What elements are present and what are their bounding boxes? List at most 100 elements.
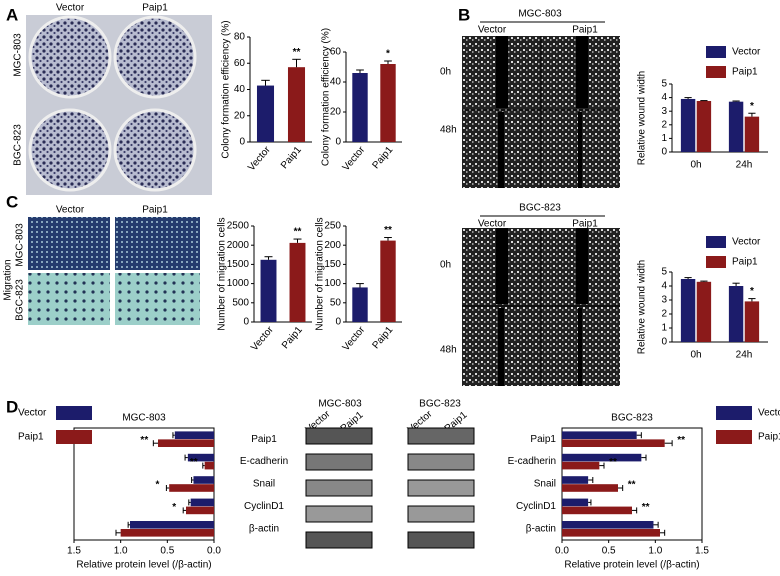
bar bbox=[680, 98, 696, 152]
bar bbox=[120, 528, 214, 537]
category-label: E-cadherin bbox=[508, 456, 556, 467]
wound-gap bbox=[576, 36, 588, 108]
significance: * bbox=[750, 101, 754, 112]
bar bbox=[696, 281, 712, 342]
y-tick-label: 150 bbox=[324, 259, 341, 270]
category-label: CyclinD1 bbox=[244, 501, 284, 512]
legend-label: Vector bbox=[732, 47, 761, 58]
bar bbox=[169, 484, 214, 492]
bar bbox=[289, 242, 306, 322]
x-tick-label: 0.5 bbox=[160, 546, 174, 557]
x-tick-label: Vector bbox=[341, 324, 368, 353]
significance: ** bbox=[609, 457, 617, 468]
y-axis-label: Number of migration cells bbox=[315, 217, 326, 330]
y-tick-label: 0 bbox=[335, 137, 341, 148]
column-label: Vector bbox=[478, 25, 507, 36]
wound-gap bbox=[578, 112, 582, 188]
migration-photo bbox=[28, 217, 110, 270]
x-axis-label: Relative protein level (/β-actin) bbox=[76, 560, 211, 571]
plot-frame bbox=[561, 427, 703, 541]
y-tick-label: 4 bbox=[661, 281, 667, 292]
blot-title: BGC-823 bbox=[419, 399, 461, 410]
y-tick-label: 1 bbox=[661, 133, 667, 144]
bar bbox=[728, 286, 744, 342]
row-label: MGC-803 bbox=[15, 223, 26, 267]
x-tick-label: Vector bbox=[341, 144, 368, 173]
bar bbox=[352, 73, 368, 142]
bar bbox=[562, 506, 632, 515]
wound-gap bbox=[498, 112, 504, 188]
bar bbox=[186, 506, 214, 515]
wound-gap bbox=[498, 308, 504, 386]
bar bbox=[380, 240, 396, 322]
y-tick-label: 1500 bbox=[227, 259, 250, 270]
wound-gap bbox=[496, 36, 508, 108]
bar bbox=[260, 259, 277, 322]
panel-letter: D bbox=[6, 397, 18, 416]
y-tick-label: 500 bbox=[232, 297, 249, 308]
bar bbox=[190, 498, 214, 507]
significance: ** bbox=[642, 502, 650, 513]
column-label: Paip1 bbox=[142, 3, 168, 14]
significance: * bbox=[750, 286, 754, 297]
colony-dish bbox=[28, 108, 112, 192]
significance: ** bbox=[140, 435, 148, 446]
y-tick-label: 50 bbox=[330, 297, 342, 308]
category-label: Snail bbox=[534, 479, 556, 490]
side-label: Migration bbox=[3, 259, 14, 300]
legend-swatch bbox=[706, 236, 726, 248]
bar bbox=[680, 279, 696, 342]
significance: ** bbox=[190, 457, 198, 468]
category-label: β-actin bbox=[249, 523, 279, 534]
y-tick-label: 80 bbox=[234, 32, 246, 43]
bar bbox=[193, 476, 214, 484]
y-tick-label: 250 bbox=[324, 221, 341, 232]
chart-title: BGC-823 bbox=[611, 413, 653, 424]
y-tick-label: 2500 bbox=[227, 221, 250, 232]
x-tick-label: Paip1 bbox=[280, 324, 305, 351]
block-title: MGC-803 bbox=[518, 9, 562, 20]
bar bbox=[187, 453, 214, 462]
y-tick-label: 3 bbox=[661, 106, 667, 117]
wound-gap bbox=[496, 228, 508, 304]
bar bbox=[158, 439, 214, 448]
wound-gap bbox=[578, 308, 582, 386]
significance: ** bbox=[293, 47, 301, 58]
bar bbox=[562, 476, 589, 484]
blot-title: MGC-803 bbox=[318, 399, 362, 410]
y-tick-label: 40 bbox=[330, 77, 342, 88]
y-tick-label: 60 bbox=[330, 47, 342, 58]
legend-swatch bbox=[56, 406, 92, 420]
wound-gap bbox=[576, 228, 588, 304]
x-tick-label: 1.5 bbox=[695, 546, 709, 557]
bar bbox=[744, 116, 760, 152]
bar bbox=[562, 453, 642, 462]
legend-label: Vector bbox=[758, 408, 780, 419]
significance: * bbox=[172, 502, 176, 513]
panel-letter: A bbox=[6, 5, 18, 24]
significance: * bbox=[155, 480, 159, 491]
y-tick-label: 0 bbox=[335, 317, 341, 328]
x-tick-label: 0h bbox=[690, 160, 701, 171]
category-label: Paip1 bbox=[530, 434, 556, 445]
y-axis-label: Colony formation efficiency (%) bbox=[321, 28, 332, 166]
legend-label: Paip1 bbox=[732, 67, 758, 78]
legend-swatch bbox=[706, 46, 726, 58]
row-label: 48h bbox=[440, 345, 457, 356]
x-tick-label: Vector bbox=[249, 324, 276, 353]
plot-frame bbox=[73, 427, 215, 541]
category-label: β-actin bbox=[526, 523, 556, 534]
column-label: Vector bbox=[56, 3, 85, 14]
x-tick-label: 0.0 bbox=[555, 546, 569, 557]
significance: ** bbox=[384, 225, 392, 236]
legend-swatch bbox=[706, 256, 726, 268]
y-axis-label: Relative wound width bbox=[637, 71, 648, 166]
y-tick-label: 3 bbox=[661, 295, 667, 306]
column-label: Vector bbox=[56, 205, 85, 216]
bar bbox=[130, 520, 214, 529]
category-label: Paip1 bbox=[251, 434, 277, 445]
y-tick-label: 5 bbox=[661, 267, 667, 278]
bar bbox=[352, 287, 368, 322]
y-tick-label: 100 bbox=[324, 278, 341, 289]
